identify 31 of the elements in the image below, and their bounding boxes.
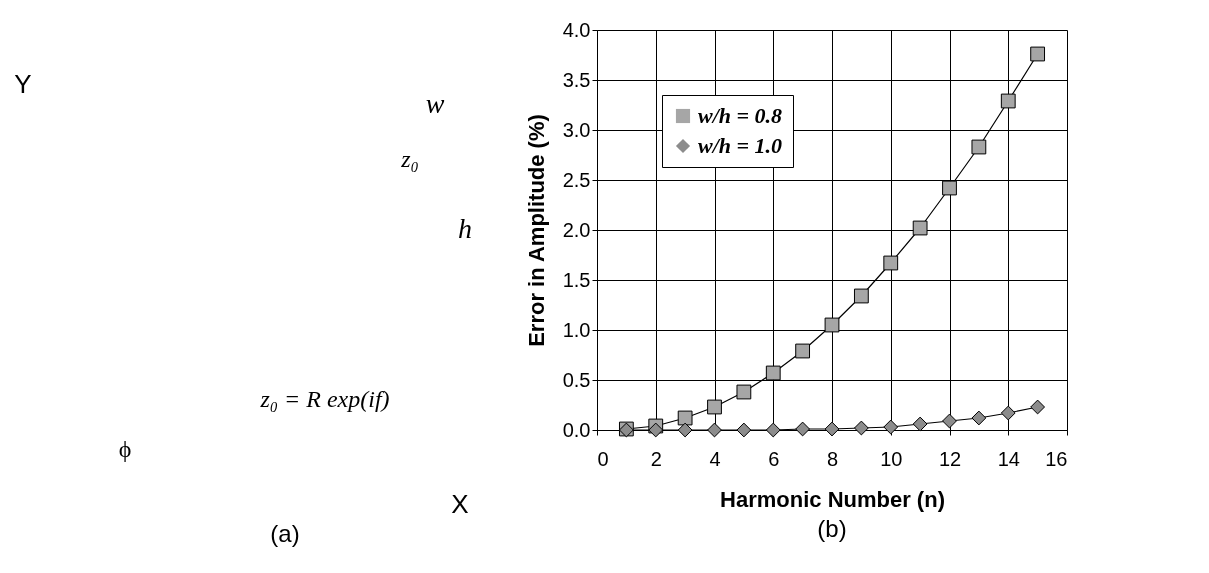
text: X: [451, 489, 469, 519]
y-tick-label: 1.5: [562, 268, 591, 291]
x-tick-label: 6: [768, 447, 780, 470]
text: z₀: [400, 146, 419, 172]
text: w: [425, 88, 445, 119]
x-tick-label: 4: [709, 447, 721, 470]
x-axis-title: Harmonic Number (n): [720, 486, 945, 512]
text: Y: [14, 69, 32, 99]
text: h: [458, 213, 472, 244]
y-tick-label: 0.5: [562, 368, 591, 391]
x-tick-label: 8: [826, 447, 839, 470]
x-tick-label: 12: [938, 447, 962, 470]
legend-label: w/h = 1.0: [698, 133, 783, 158]
y-tick-label: 1.0: [562, 318, 591, 341]
text: z₀ = R exp(if): [259, 386, 390, 412]
text: (b): [817, 515, 847, 542]
y-tick-label: 2.0: [562, 218, 591, 241]
x-tick-label: 14: [997, 447, 1020, 470]
x-tick-label: 10: [880, 447, 903, 470]
y-tick-label: 2.5: [562, 168, 591, 191]
x-tick-label: 16: [1045, 447, 1068, 470]
y-axis-title: Error in Amplitude (%): [523, 114, 549, 347]
text: (a): [270, 520, 300, 547]
text: ϕ: [118, 436, 132, 462]
y-tick-label: 3.0: [562, 118, 591, 141]
y-tick-label: 4.0: [562, 18, 591, 41]
legend-label: w/h = 0.8: [698, 103, 783, 128]
x-tick-label: 0: [597, 447, 609, 470]
y-tick-label: 3.5: [562, 68, 591, 91]
y-tick-label: 0.0: [562, 418, 591, 441]
x-tick-label: 2: [650, 447, 662, 470]
